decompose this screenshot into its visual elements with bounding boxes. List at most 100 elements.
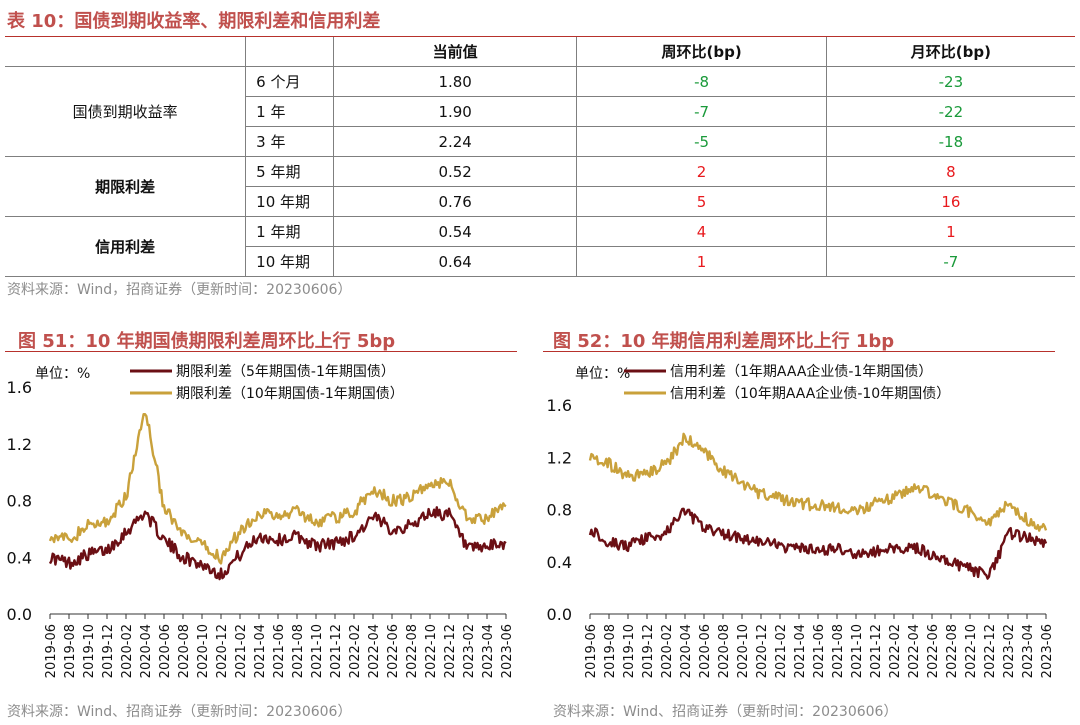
current-cell: 0.52 <box>332 156 577 187</box>
title-rule <box>5 36 1075 37</box>
legend-label: 期限利差（10年期国债-1年期国债） <box>176 386 404 402</box>
chart-52: 单位：% 0.0 0.4 0.8 1.2 1.6 2019-06 2019-08 2019-10… <box>547 363 1055 678</box>
x-tick-label: 2022-12 <box>443 624 458 678</box>
yield-table: 当前值 周环比(bp) 月环比(bp) 国债到期收益率 6 个月 1.80 -8… <box>5 37 1075 277</box>
x-tick-label: 2020-06 <box>698 624 713 678</box>
group-label: 期限利差 <box>5 156 246 217</box>
term-cell: 1 年 <box>245 96 334 127</box>
x-tick-label: 2019-06 <box>44 624 59 678</box>
y-tick-label: 0.0 <box>547 605 572 624</box>
x-tick-label: 2023-06 <box>500 624 515 678</box>
mom-cell: 8 <box>825 156 1075 187</box>
term-cell: 5 年期 <box>245 156 334 187</box>
wow-cell: -5 <box>576 126 827 157</box>
x-tick-label: 2021-12 <box>869 624 884 678</box>
x-tick-label: 2021-10 <box>850 624 865 678</box>
series-line <box>588 507 1048 580</box>
x-tick-label: 2020-04 <box>139 624 154 678</box>
header-cell <box>245 37 334 67</box>
x-tick-label: 2022-02 <box>348 624 363 678</box>
x-tick-label: 2020-10 <box>736 624 751 678</box>
x-tick-label: 2019-08 <box>603 624 618 678</box>
x-tick-label: 2020-08 <box>177 624 192 678</box>
x-tick-label: 2021-06 <box>272 624 287 678</box>
x-tick-label: 2022-06 <box>926 624 941 678</box>
table-row: 期限利差 5 年期 0.52 2 8 <box>5 156 1075 217</box>
table-row: 10 年期 0.64 1 -7 <box>5 246 1075 277</box>
term-cell: 3 年 <box>245 126 334 157</box>
x-tick-label: 2023-02 <box>462 624 477 678</box>
y-tick-label: 0.4 <box>547 553 572 572</box>
x-tick-label: 2022-10 <box>964 624 979 678</box>
x-tick-label: 2021-04 <box>253 624 268 678</box>
term-cell: 10 年期 <box>245 246 334 277</box>
wow-cell: 2 <box>576 156 827 187</box>
x-tick-label: 2020-02 <box>660 624 675 678</box>
x-tick-label: 2021-08 <box>291 624 306 678</box>
mom-cell: -22 <box>825 96 1075 127</box>
current-cell: 0.54 <box>332 216 577 247</box>
y-tick-label: 1.2 <box>7 435 32 454</box>
table-header-row: 当前值 周环比(bp) 月环比(bp) <box>5 37 1075 67</box>
chart-52-title: 图 52：10 年期信用利差周环比上行 1bp <box>553 331 895 352</box>
current-cell: 0.64 <box>332 246 577 277</box>
x-tick-label: 2022-04 <box>907 624 922 678</box>
chart-51-source: 资料来源：Wind、招商证券（更新时间：20230606） <box>7 704 352 720</box>
y-tick-label: 0.0 <box>7 605 32 624</box>
x-tick-label: 2022-08 <box>405 624 420 678</box>
y-tick-label: 1.6 <box>547 396 572 415</box>
term-cell: 6 个月 <box>245 66 334 97</box>
table-row: 国债到期收益率 6 个月 1.80 -8 -23 <box>5 66 1075 157</box>
current-cell: 1.90 <box>332 96 577 127</box>
legend-label: 期限利差（5年期国债-1年期国债） <box>176 364 395 380</box>
y-tick-label: 1.6 <box>7 378 32 397</box>
group-label: 国债到期收益率 <box>5 66 246 157</box>
table-row: 信用利差 1 年期 0.54 4 1 <box>5 216 1075 277</box>
y-tick-label: 1.2 <box>547 448 572 467</box>
x-tick-label: 2020-04 <box>679 624 694 678</box>
table-row: 1 年 1.90 -7 -22 <box>5 96 1075 127</box>
x-tick-label: 2020-08 <box>717 624 732 678</box>
y-tick-label: 0.4 <box>7 548 32 567</box>
header-wow: 周环比(bp) <box>576 37 827 67</box>
y-tick-label: 0.8 <box>7 492 32 511</box>
x-tick-label: 2019-06 <box>584 624 599 678</box>
x-tick-label: 2021-04 <box>793 624 808 678</box>
chart-51: 单位：% 0.0 0.4 0.8 1.2 1.6 2019-06 2019-08 2019-10… <box>7 364 515 678</box>
x-tick-label: 2022-08 <box>945 624 960 678</box>
x-tick-label: 2020-10 <box>196 624 211 678</box>
wow-cell: -7 <box>576 96 827 127</box>
x-tick-label: 2020-02 <box>120 624 135 678</box>
current-cell: 2.24 <box>332 126 577 157</box>
x-tick-label: 2020-12 <box>755 624 770 678</box>
x-tick-label: 2022-06 <box>386 624 401 678</box>
x-tick-label: 2021-06 <box>812 624 827 678</box>
x-tick-label: 2021-02 <box>234 624 249 678</box>
wow-cell: 1 <box>576 246 827 277</box>
mom-cell: -23 <box>825 66 1075 97</box>
x-tick-label: 2022-10 <box>424 624 439 678</box>
table-source: 资料来源：Wind，招商证券（更新时间：20230606） <box>7 282 352 298</box>
header-mom: 月环比(bp) <box>825 37 1075 67</box>
wow-cell: -8 <box>576 66 827 97</box>
x-tick-label: 2021-02 <box>774 624 789 678</box>
table-title: 表 10：国债到期收益率、期限利差和信用利差 <box>7 11 381 32</box>
current-cell: 1.80 <box>332 66 577 97</box>
chart-51-rule <box>5 351 517 352</box>
x-tick-label: 2019-12 <box>641 624 656 678</box>
term-cell: 1 年期 <box>245 216 334 247</box>
x-tick-label: 2021-10 <box>310 624 325 678</box>
x-tick-label: 2023-06 <box>1040 624 1055 678</box>
x-tick-label: 2019-10 <box>82 624 97 678</box>
x-tick-label: 2022-04 <box>367 624 382 678</box>
legend-label: 信用利差（10年期AAA企业债-10年期国债） <box>670 385 950 402</box>
group-label: 信用利差 <box>5 216 246 277</box>
x-tick-label: 2023-02 <box>1002 624 1017 678</box>
term-cell: 10 年期 <box>245 186 334 217</box>
mom-cell: 16 <box>825 186 1075 217</box>
x-tick-label: 2023-04 <box>481 624 496 678</box>
unit-label: 单位：% <box>35 366 90 382</box>
x-tick-label: 2022-02 <box>888 624 903 678</box>
chart-52-rule <box>543 351 1055 352</box>
current-cell: 0.76 <box>332 186 577 217</box>
